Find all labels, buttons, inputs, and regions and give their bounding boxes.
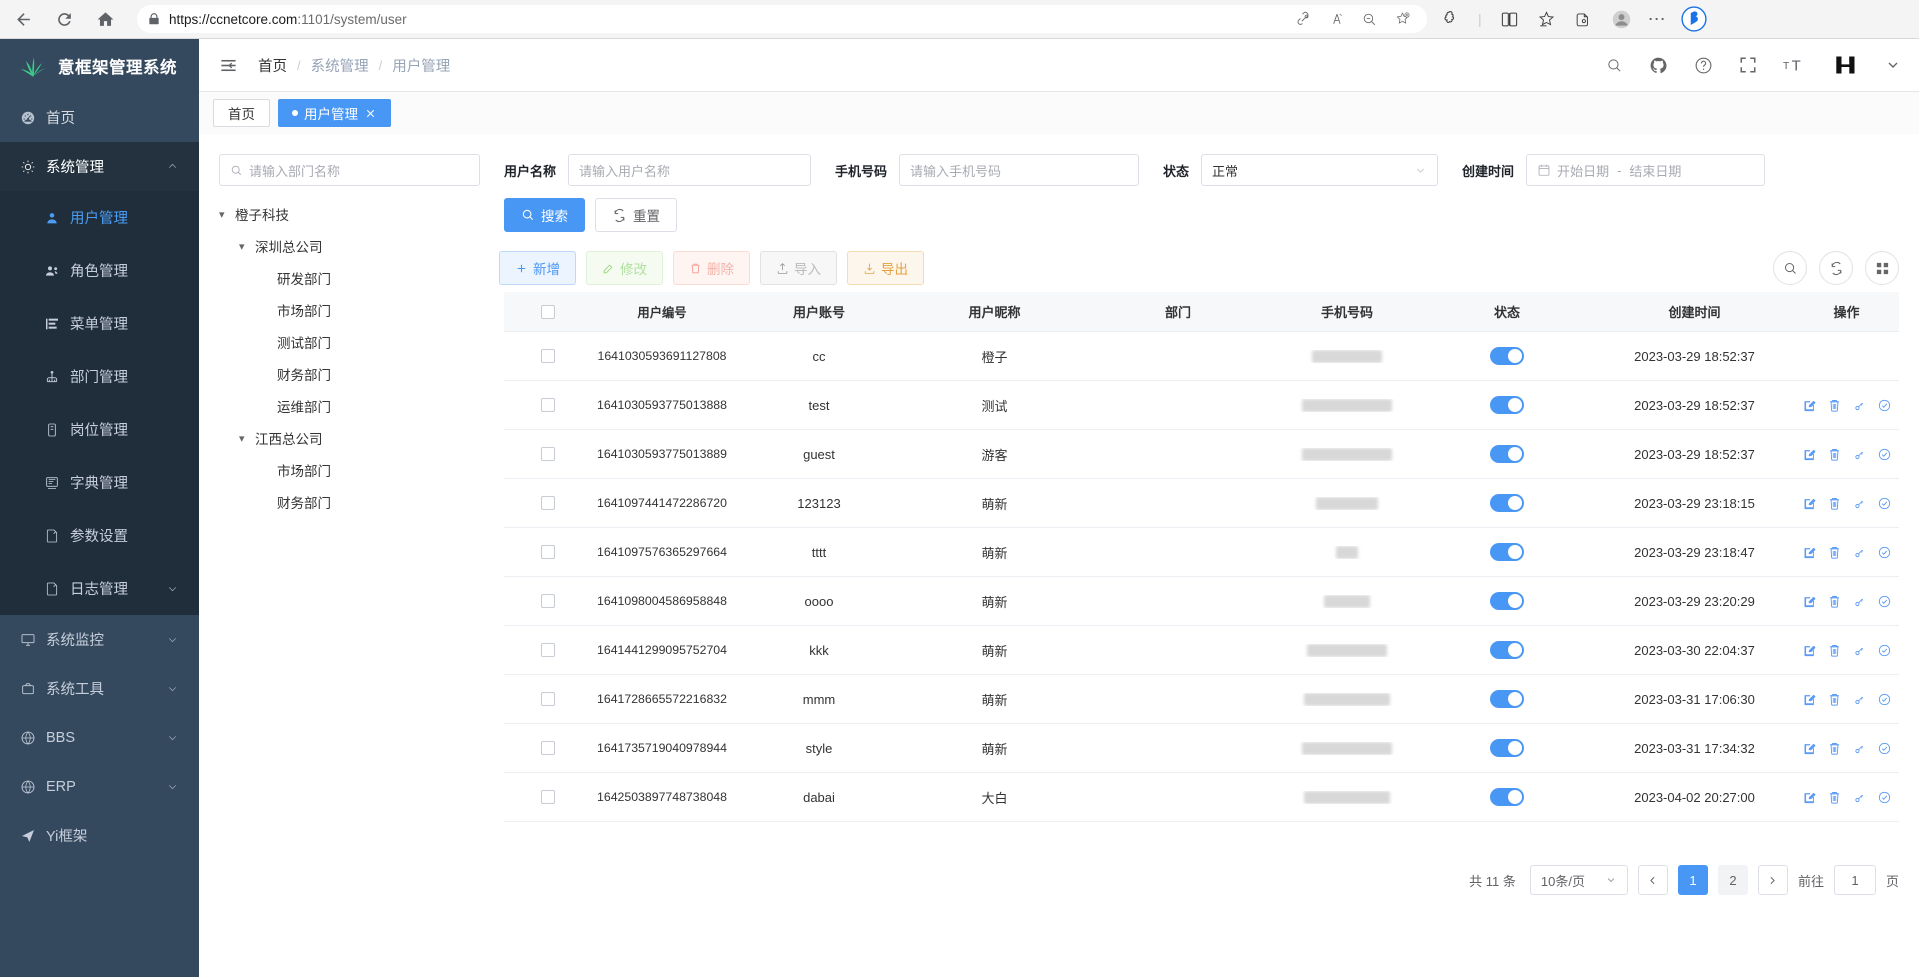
- svg-text:T: T: [1792, 58, 1801, 74]
- svg-text:T: T: [1783, 61, 1789, 72]
